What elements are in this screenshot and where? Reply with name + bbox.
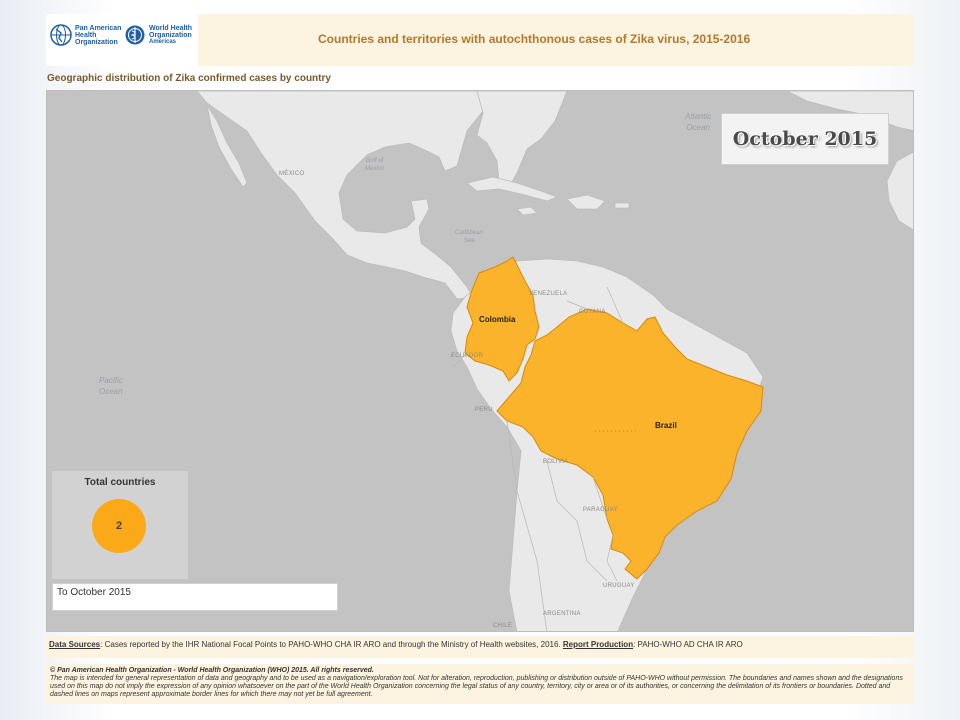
label-venezuela: VENEZUELA: [529, 291, 568, 297]
who-emblem-icon: [125, 25, 145, 45]
paho-logo-line: Health: [75, 31, 97, 39]
disclaimer-text: The map is intended for general represen…: [50, 675, 903, 698]
data-sources-text: : Cases reported by the IHR National Foc…: [100, 640, 563, 649]
map-view[interactable]: MÉXICO VENEZUELA GUYANA ECUADOR PERU BOL…: [46, 90, 914, 632]
land-baja-california: [206, 104, 248, 188]
label-pacific-line: Ocean: [99, 387, 123, 396]
label-atlantic-line: Atlantic: [685, 112, 712, 121]
label-caribbean-line: Caribbean: [455, 230, 483, 236]
label-gulf-line: Gulf of: [365, 158, 384, 164]
country-colombia: [464, 256, 540, 382]
paho-logo: Pan American Health Organization: [50, 24, 121, 46]
country-brazil: [496, 308, 764, 580]
label-gulf-of-mexico: Gulf of Mexico: [365, 157, 384, 173]
paho-logo-text: Pan American Health Organization: [75, 25, 121, 46]
land-north-america: [196, 91, 484, 300]
island-jamaica: [516, 206, 538, 216]
paho-logo-line: Organization: [75, 38, 118, 46]
map-canvas: [47, 91, 913, 631]
island-hispaniola: [566, 194, 606, 210]
data-sources: Data Sources: Cases reported by the IHR …: [46, 636, 914, 658]
label-pacific-ocean: Pacific Ocean: [99, 375, 123, 397]
label-atlantic-line: Ocean: [686, 123, 710, 132]
who-logo: World Health Organization Americas: [124, 24, 192, 46]
label-pacific-line: Pacific: [99, 376, 123, 385]
label-atlantic-ocean: Atlantic Ocean: [685, 111, 711, 133]
label-gulf-line: Mexico: [365, 166, 385, 172]
total-countries-value: 2: [92, 499, 146, 553]
report-production-text: : PAHO-WHO AD CHA IR ARO: [633, 640, 743, 649]
paho-logo-line: Pan American: [75, 24, 122, 32]
who-logo-text: World Health Organization Americas: [149, 25, 192, 46]
who-logo-regional: Americas: [149, 38, 177, 45]
logo-box: Pan American Health Organization World H…: [46, 14, 198, 66]
island-puerto-rico: [614, 202, 630, 209]
paho-globe-icon: [50, 24, 72, 46]
label-colombia: Colombia: [479, 315, 516, 324]
total-countries-panel: Total countries 2: [52, 471, 188, 579]
report-production-label: Report Production: [562, 640, 634, 649]
label-caribbean-sea: Caribbean Sea: [455, 229, 483, 245]
land-africa-edge: [886, 151, 913, 231]
page-title: Countries and territories with autochtho…: [318, 32, 751, 46]
header-banner: Pan American Health Organization World H…: [46, 14, 914, 66]
border-lines: [452, 286, 624, 631]
date-indicator: October 2015: [721, 113, 889, 165]
who-logo-line: World Health: [149, 24, 193, 32]
disclaimer: © Pan American Health Organization - Wor…: [46, 664, 914, 704]
data-sources-label: Data Sources: [49, 640, 101, 649]
label-argentina: ARGENTINA: [543, 611, 581, 617]
label-chile: CHILE: [493, 623, 513, 629]
label-brazil: Brazil: [655, 421, 677, 430]
total-countries-title: Total countries: [84, 477, 156, 488]
who-logo-line: Organization: [149, 31, 192, 39]
date-title: October 2015: [732, 128, 878, 150]
label-uruguay: URUGUAY: [603, 583, 635, 589]
island-cuba: [466, 176, 559, 202]
label-mexico: MÉXICO: [279, 171, 305, 177]
to-date-box: To October 2015: [52, 583, 338, 611]
label-paraguay: PARAGUAY: [583, 507, 618, 513]
map-subtitle: Geographic distribution of Zika confirme…: [47, 73, 331, 84]
copyright-line: © Pan American Health Organization - Wor…: [50, 667, 374, 674]
label-guyana: GUYANA: [579, 309, 606, 315]
label-bolivia: BOLIVIA: [543, 459, 569, 465]
label-peru: PERU: [475, 407, 493, 413]
label-ecuador: ECUADOR: [451, 353, 484, 359]
label-caribbean-line: Sea: [463, 238, 475, 244]
